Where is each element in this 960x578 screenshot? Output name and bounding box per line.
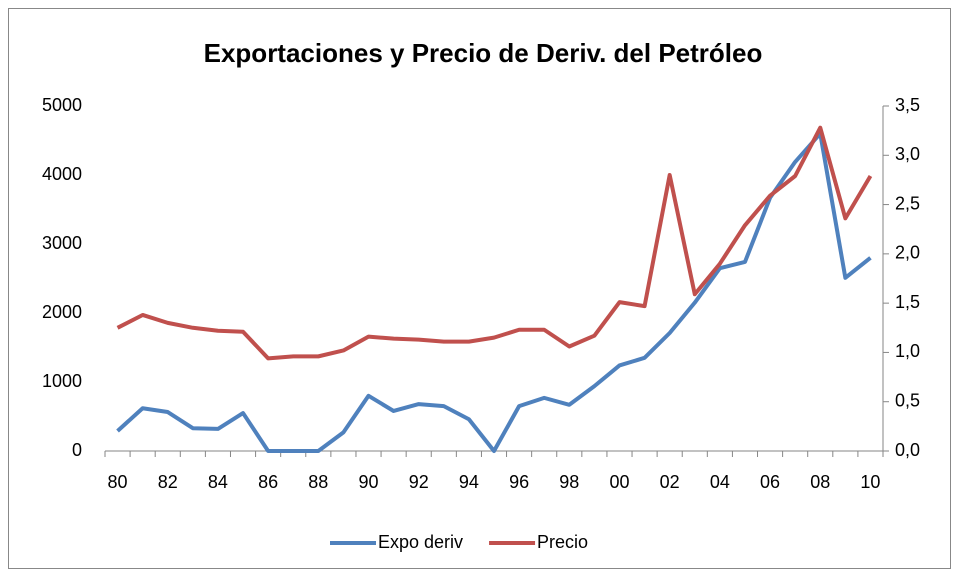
y2-tick-label: 2,0 — [895, 243, 920, 263]
y-tick-label: 2000 — [42, 302, 82, 322]
y2-tick-label: 0,0 — [895, 440, 920, 460]
y2-tick-label: 1,5 — [895, 292, 920, 312]
series-line — [116, 125, 873, 361]
y2-tick-label: 2,5 — [895, 193, 920, 213]
series-line — [116, 131, 872, 453]
x-tick-label: 06 — [760, 472, 780, 492]
y-tick-label: 1000 — [42, 371, 82, 391]
x-tick-label: 98 — [559, 472, 579, 492]
legend-label: Expo deriv — [378, 532, 463, 552]
x-tick-label: 04 — [710, 472, 730, 492]
chart-title: Exportaciones y Precio de Deriv. del Pet… — [204, 38, 763, 68]
x-tick-label: 80 — [108, 472, 128, 492]
x-tick-label: 10 — [860, 472, 880, 492]
legend-label: Precio — [537, 532, 588, 552]
y-tick-label: 5000 — [42, 95, 82, 115]
y2-tick-label: 3,5 — [895, 95, 920, 115]
x-tick-label: 90 — [359, 472, 379, 492]
chart-frame — [8, 8, 951, 569]
x-tick-label: 82 — [158, 472, 178, 492]
x-tick-label: 00 — [609, 472, 629, 492]
y2-tick-label: 0,5 — [895, 390, 920, 410]
y-tick-label: 0 — [72, 440, 82, 460]
y2-tick-label: 3,0 — [895, 144, 920, 164]
x-tick-label: 02 — [660, 472, 680, 492]
x-tick-label: 86 — [258, 472, 278, 492]
x-tick-label: 96 — [509, 472, 529, 492]
y-tick-label: 4000 — [42, 164, 82, 184]
x-tick-label: 92 — [409, 472, 429, 492]
x-tick-label: 88 — [308, 472, 328, 492]
y2-tick-label: 1,0 — [895, 341, 920, 361]
x-tick-label: 84 — [208, 472, 228, 492]
y-tick-label: 3000 — [42, 233, 82, 253]
x-tick-label: 08 — [810, 472, 830, 492]
x-tick-label: 94 — [459, 472, 479, 492]
